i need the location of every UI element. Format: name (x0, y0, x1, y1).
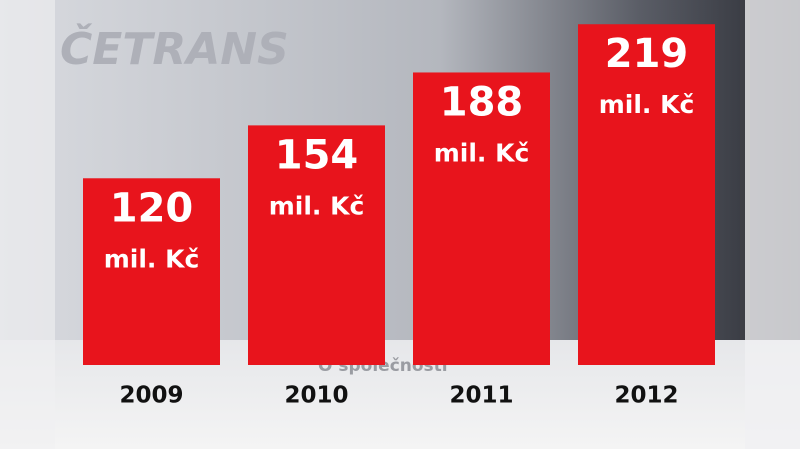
bar (578, 24, 715, 366)
value-label: 154 (275, 132, 359, 178)
x-tick-label: 2012 (614, 383, 678, 409)
value-label: 120 (110, 185, 194, 231)
logo: ČETRANS (60, 22, 289, 75)
bar (413, 72, 550, 366)
x-tick-label: 2009 (119, 383, 183, 409)
unit-label: mil. Kč (599, 90, 695, 119)
left-panel (0, 0, 55, 449)
unit-label: mil. Kč (269, 191, 365, 220)
unit-label: mil. Kč (434, 138, 530, 167)
unit-label: mil. Kč (104, 244, 200, 273)
x-tick-label: 2010 (284, 383, 348, 409)
value-label: 219 (605, 31, 689, 77)
right-panel (745, 0, 800, 449)
bar (248, 125, 385, 365)
x-tick-label: 2011 (449, 383, 513, 409)
bar (83, 178, 220, 365)
value-label: 188 (440, 79, 524, 125)
